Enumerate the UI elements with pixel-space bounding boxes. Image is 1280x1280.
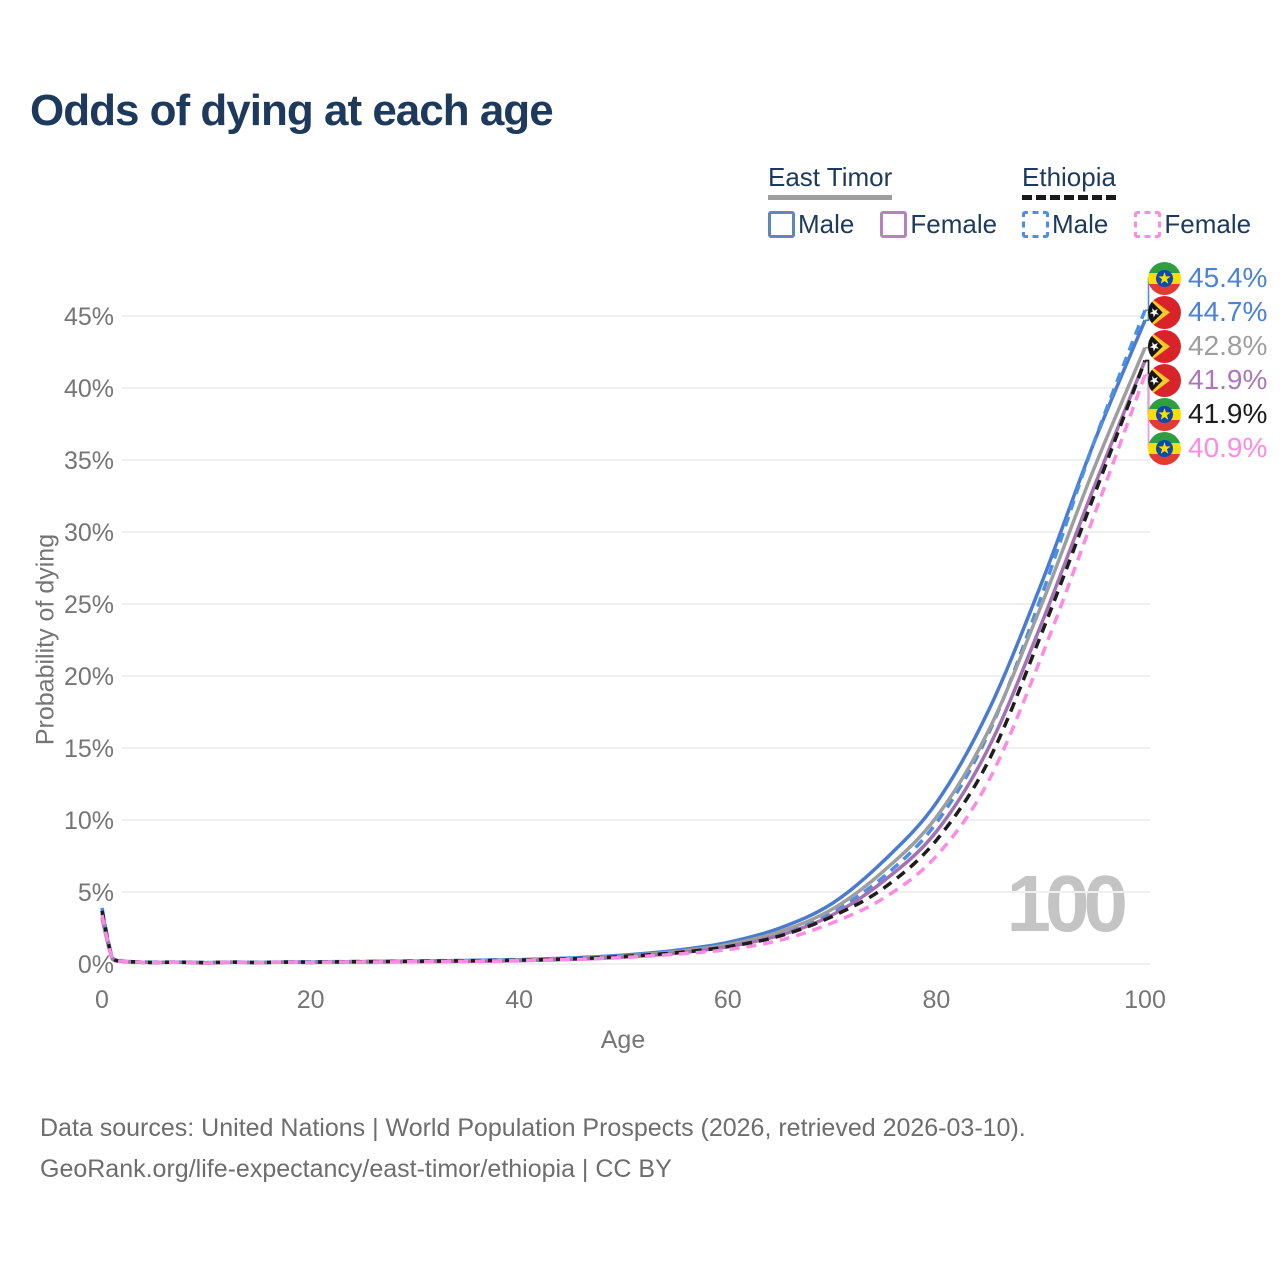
y-axis-title: Probability of dying: [31, 533, 60, 746]
ethiopia-flag-icon: [1148, 261, 1181, 295]
end-label-ethiopia-female: 40.9%: [1148, 431, 1267, 465]
ethiopia-line-style-sample: [1022, 195, 1116, 200]
ethiopia-flag-icon: [1148, 431, 1181, 465]
y-tick-label: 0%: [78, 951, 114, 979]
end-label-value: 42.8%: [1188, 330, 1268, 361]
y-tick-label: 30%: [64, 519, 114, 547]
series-line-east-timor-female[interactable]: [100, 359, 1147, 965]
east-timor-flag-icon: [1148, 363, 1181, 397]
end-label-east-timor-female: 41.9%: [1148, 363, 1267, 397]
east-timor-flag-icon: [1148, 295, 1181, 329]
legend-country-label: Ethiopia: [1022, 162, 1116, 192]
legend-country-east-timor[interactable]: East Timor: [768, 162, 893, 200]
ethiopia-female-checkbox[interactable]: [1134, 211, 1162, 238]
x-tick-label: 20: [297, 986, 325, 1014]
y-tick-label: 15%: [64, 735, 114, 763]
legend-item-ethiopia-male[interactable]: Male: [1022, 209, 1108, 240]
legend-item-east-timor-female[interactable]: Female: [880, 209, 997, 240]
east-timor-female-checkbox[interactable]: [880, 211, 908, 238]
end-label-ethiopia: 41.9%: [1148, 397, 1267, 431]
x-axis-title: Age: [600, 1026, 646, 1054]
legend-country-label: East Timor: [768, 162, 893, 192]
series-line-east-timor-male[interactable]: [100, 319, 1147, 965]
ethiopia-male-checkbox[interactable]: [1022, 211, 1049, 238]
end-label-value: 44.7%: [1188, 296, 1268, 327]
series-line-ethiopia-male[interactable]: [100, 309, 1147, 965]
y-tick-label: 45%: [64, 303, 114, 331]
end-label-east-timor-male: 44.7%: [1148, 295, 1267, 329]
end-label-value: 41.9%: [1188, 364, 1268, 395]
page-title: Odds of dying at each age: [30, 86, 554, 135]
legend-item-label: Female: [1164, 209, 1252, 239]
east-timor-line-style-sample: [768, 195, 893, 200]
legend-item-east-timor-male[interactable]: Male: [768, 209, 854, 240]
end-label-value: 41.9%: [1188, 398, 1268, 429]
y-tick-label: 25%: [64, 591, 114, 619]
attribution-line: GeoRank.org/life-expectancy/east-timor/e…: [40, 1154, 672, 1183]
series-line-ethiopia[interactable]: [100, 359, 1147, 965]
series-line-ethiopia-female[interactable]: [100, 374, 1147, 965]
x-tick-label: 80: [922, 986, 950, 1014]
age-counter-watermark: 100: [1006, 859, 1128, 948]
x-tick-label: 100: [1124, 986, 1166, 1014]
end-label-value: 45.4%: [1188, 262, 1268, 293]
footer: Data sources: United Nations | World Pop…: [40, 1108, 1026, 1189]
east-timor-male-checkbox[interactable]: [768, 211, 795, 238]
data-sources-line: Data sources: United Nations | World Pop…: [40, 1114, 1026, 1142]
y-tick-label: 40%: [64, 375, 114, 403]
y-tick-label: 35%: [64, 447, 114, 475]
legend-item-ethiopia-female[interactable]: Female: [1134, 209, 1251, 240]
legend-item-label: Male: [1052, 209, 1109, 239]
y-tick-label: 20%: [64, 663, 114, 691]
y-tick-label: 5%: [78, 879, 114, 907]
x-tick-label: 40: [505, 986, 533, 1014]
legend-group-east-timor: East Timor Male Female: [768, 162, 997, 240]
east-timor-flag-icon: [1148, 329, 1181, 363]
ethiopia-flag-icon: [1148, 397, 1181, 431]
series-line-east-timor[interactable]: [100, 347, 1147, 965]
legend-country-ethiopia[interactable]: Ethiopia: [1022, 162, 1116, 200]
end-label-ethiopia-male: 45.4%: [1148, 261, 1267, 295]
legend-group-ethiopia: Ethiopia Male Female: [1022, 162, 1251, 240]
end-label-value: 40.9%: [1188, 432, 1268, 463]
x-tick-label: 0: [95, 986, 109, 1014]
legend-item-label: Female: [910, 209, 998, 239]
x-tick-label: 60: [714, 986, 742, 1014]
end-label-east-timor: 42.8%: [1148, 329, 1267, 363]
y-tick-label: 10%: [64, 807, 114, 835]
legend-item-label: Male: [798, 209, 855, 239]
